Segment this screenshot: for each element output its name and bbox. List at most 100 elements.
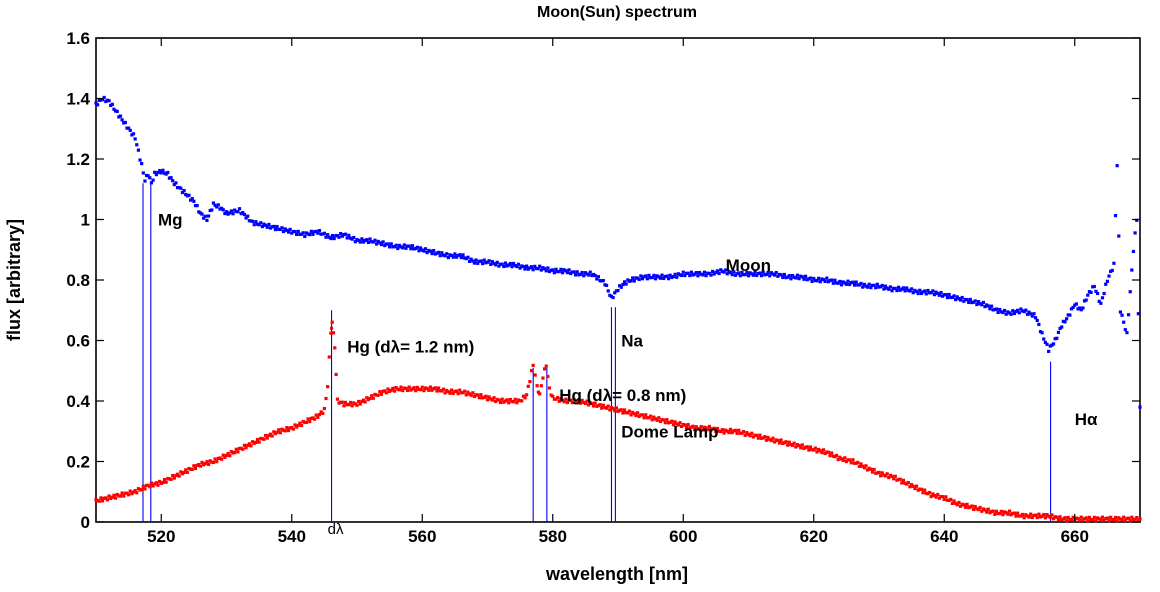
data-point: [890, 474, 894, 478]
data-point: [520, 399, 524, 403]
data-point: [944, 293, 948, 297]
data-point: [756, 271, 760, 276]
data-point: [502, 264, 506, 269]
data-point: [715, 426, 720, 431]
data-point: [903, 289, 907, 293]
data-point: [1097, 299, 1101, 303]
data-point: [239, 446, 243, 450]
data-point: [208, 459, 212, 463]
data-point: [1082, 299, 1087, 303]
data-point: [285, 425, 289, 430]
data-point: [174, 181, 178, 185]
data-point: [154, 173, 158, 177]
data-point: [817, 276, 821, 280]
data-point: [996, 511, 1000, 516]
data-point: [1125, 516, 1129, 521]
data-point: [329, 331, 333, 335]
data-point: [999, 509, 1003, 513]
data-point: [693, 428, 697, 432]
data-point: [861, 285, 865, 289]
data-point: [1068, 313, 1072, 317]
data-point: [251, 440, 255, 444]
data-point: [1138, 405, 1142, 409]
data-point: [1016, 308, 1020, 312]
data-point: [412, 386, 416, 390]
data-point: [340, 234, 344, 238]
data-point: [1035, 318, 1039, 323]
data-point: [140, 487, 144, 492]
data-point: [686, 422, 690, 427]
data-point: [696, 427, 700, 431]
data-point: [709, 428, 713, 432]
data-point: [745, 270, 749, 274]
data-point: [1081, 306, 1085, 310]
data-point: [257, 223, 261, 227]
data-point: [867, 466, 871, 470]
data-point: [427, 388, 431, 392]
data-point: [526, 267, 530, 271]
data-point: [1082, 517, 1087, 521]
data-point: [738, 274, 742, 278]
data-point: [347, 403, 351, 407]
data-point: [1051, 342, 1056, 346]
data-point: [1128, 290, 1132, 294]
data-point: [463, 389, 467, 393]
data-point: [978, 505, 982, 510]
data-point: [634, 276, 638, 280]
data-point: [247, 219, 251, 223]
data-point: [714, 429, 718, 434]
data-point: [748, 271, 752, 275]
data-point: [626, 278, 630, 282]
data-point: [908, 485, 912, 489]
data-point: [1027, 310, 1031, 314]
data-point: [833, 455, 837, 459]
data-point: [820, 277, 824, 281]
data-point: [334, 234, 338, 238]
data-point: [1094, 519, 1098, 523]
data-point: [877, 285, 881, 289]
data-point: [450, 388, 454, 392]
data-point: [1126, 516, 1131, 520]
data-point: [373, 392, 377, 397]
data-point: [360, 237, 364, 241]
data-point: [950, 295, 955, 300]
data-point: [751, 435, 755, 439]
annotation-label: Dome Lamp: [621, 422, 718, 441]
data-point: [600, 279, 604, 283]
data-point: [371, 396, 375, 400]
data-point: [981, 300, 985, 305]
data-point: [216, 203, 220, 207]
data-point: [836, 281, 840, 285]
data-point: [105, 98, 110, 102]
data-point: [366, 397, 371, 402]
data-point: [707, 424, 711, 429]
data-point: [808, 276, 813, 280]
data-point: [107, 494, 111, 498]
data-point: [676, 272, 680, 276]
data-point: [162, 171, 167, 175]
data-point: [529, 265, 534, 269]
data-point: [458, 253, 462, 257]
data-point: [567, 398, 571, 403]
data-point: [472, 394, 477, 399]
data-point: [130, 492, 134, 496]
data-point: [542, 267, 547, 271]
data-point: [275, 224, 279, 229]
data-point: [415, 245, 419, 249]
data-point: [113, 109, 118, 113]
data-point: [941, 495, 945, 499]
data-point: [820, 450, 824, 455]
data-point: [906, 288, 910, 292]
data-point: [557, 269, 561, 274]
data-point: [489, 397, 493, 401]
data-point: [425, 386, 429, 391]
data-point: [143, 487, 147, 491]
data-point: [823, 279, 827, 284]
data-point: [112, 493, 116, 497]
data-point: [691, 424, 695, 428]
data-point: [980, 509, 984, 513]
data-point: [797, 277, 801, 281]
data-point: [665, 274, 669, 278]
data-point: [828, 278, 832, 283]
